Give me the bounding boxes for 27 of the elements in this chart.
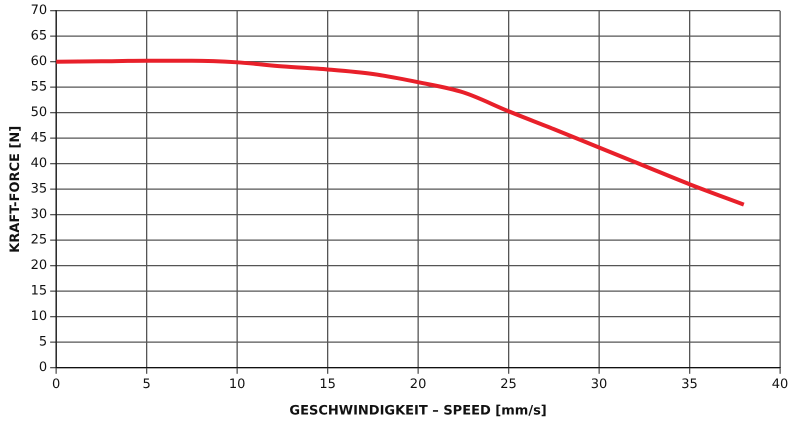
y-tick-label: 70 <box>30 3 48 18</box>
y-tick-label: 40 <box>30 156 48 172</box>
x-tick-label: 0 <box>52 376 60 392</box>
y-tick-label: 0 <box>38 360 48 376</box>
x-tick-label: 35 <box>681 376 698 392</box>
x-tick-label: 25 <box>500 376 517 392</box>
y-tick-label: 45 <box>30 130 48 146</box>
y-tick-label: 55 <box>30 80 48 95</box>
y-tick-label: 5 <box>38 334 48 350</box>
y-tick-label: 35 <box>30 182 48 197</box>
y-tick-label: 50 <box>30 105 48 120</box>
y-tick-label: 15 <box>30 284 48 299</box>
x-tick-label: 40 <box>772 376 788 392</box>
y-tick-label: 25 <box>30 232 48 248</box>
y-axis-title: KRAFT-FORCE [N] <box>8 126 24 253</box>
y-tick-label: 60 <box>30 54 48 70</box>
x-tick-label: 15 <box>319 376 336 392</box>
y-tick-label: 10 <box>30 309 48 324</box>
x-tick-label: 10 <box>228 376 246 392</box>
line-series <box>56 58 746 207</box>
y-tick-label: 30 <box>30 207 48 222</box>
x-axis-title: GESCHWINDIGKEIT – SPEED [mm/s] <box>289 404 547 419</box>
x-tick-label: 5 <box>142 376 151 392</box>
y-tick-label: 65 <box>30 28 48 44</box>
x-tick-label: 30 <box>590 376 608 392</box>
x-tick-label: 20 <box>410 376 426 392</box>
y-tick-label: 20 <box>30 258 48 274</box>
